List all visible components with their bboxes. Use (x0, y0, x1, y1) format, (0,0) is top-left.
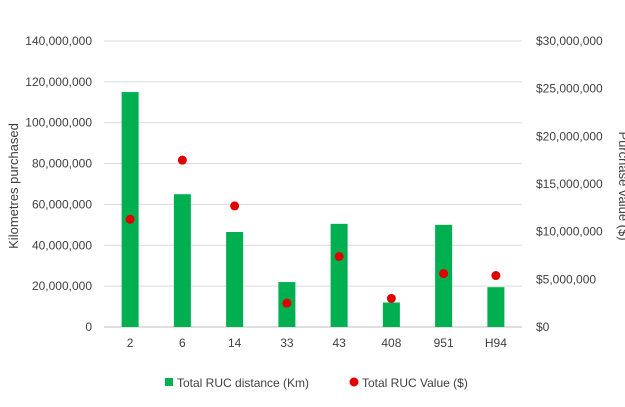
x-axis-tick-label: 43 (332, 336, 346, 350)
legend-label-value: Total RUC Value ($) (362, 376, 468, 390)
x-axis-tick-label: 2 (127, 336, 134, 350)
left-axis-tick-label: 0 (85, 320, 92, 334)
point-series (125, 155, 501, 308)
left-axis-tick-label: 20,000,000 (32, 279, 92, 293)
scatter-point (439, 269, 449, 279)
left-axis-tick-label: 80,000,000 (32, 157, 92, 171)
left-axis-tick-label: 100,000,000 (25, 116, 92, 130)
bar-series (121, 92, 505, 327)
x-axis-tick-label: 33 (280, 336, 294, 350)
right-axis-ticks: $0 $5,000,000 $10,000,000 $15,000,000 $20,00… (536, 34, 603, 334)
legend-swatch-value (349, 377, 359, 387)
x-axis-tick-label: 408 (381, 336, 401, 350)
left-axis-tick-label: 120,000,000 (25, 75, 92, 89)
bar (173, 194, 191, 327)
right-axis-tick-label: $5,000,000 (536, 272, 596, 286)
x-axis-tick-label: H94 (485, 336, 507, 350)
right-axis-tick-label: $25,000,000 (536, 82, 603, 96)
scatter-point (491, 271, 501, 281)
scatter-point (282, 298, 292, 308)
right-axis-tick-label: $0 (536, 320, 550, 334)
left-axis-tick-label: 60,000,000 (32, 197, 92, 211)
bar (121, 92, 139, 327)
x-axis-ticks: 2 6 14 33 43 408 951 H94 (127, 336, 507, 350)
bar (226, 232, 244, 327)
bar (382, 302, 400, 327)
x-axis-tick-label: 14 (228, 336, 242, 350)
right-axis-tick-label: $30,000,000 (536, 34, 603, 48)
legend: Total RUC distance (Km) Total RUC Value … (165, 376, 468, 390)
bar (330, 223, 348, 327)
scatter-point (177, 155, 187, 165)
x-axis-tick-label: 6 (179, 336, 186, 350)
legend-swatch-distance (165, 378, 173, 386)
right-axis-tick-label: $20,000,000 (536, 129, 603, 143)
right-axis-tick-label: $15,000,000 (536, 177, 603, 191)
bar (487, 287, 505, 327)
legend-label-distance: Total RUC distance (Km) (177, 376, 309, 390)
left-axis-ticks: 0 20,000,000 40,000,000 60,000,000 80,000,00… (25, 34, 92, 334)
scatter-point (125, 214, 135, 224)
gridlines (104, 40, 522, 328)
right-axis-title: Purchase value ($) (616, 131, 625, 240)
left-axis-tick-label: 140,000,000 (25, 34, 92, 48)
left-axis-title: Kilometres purchased (6, 123, 21, 249)
left-axis-tick-label: 40,000,000 (32, 238, 92, 252)
x-axis-tick-label: 951 (434, 336, 454, 350)
right-axis-tick-label: $10,000,000 (536, 225, 603, 239)
scatter-point (230, 201, 240, 211)
scatter-point (386, 293, 396, 303)
scatter-point (334, 251, 344, 261)
